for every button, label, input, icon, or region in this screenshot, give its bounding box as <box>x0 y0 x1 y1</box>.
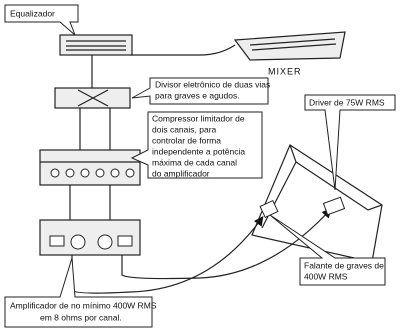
woofer-callout: Falante de graves de 400W RMS <box>269 214 386 286</box>
amplifier-callout: Amplificador de no mínimo 400W RMS em 8 … <box>4 257 157 328</box>
compressor-text: independente a potência <box>152 146 245 156</box>
compressor-unit <box>39 149 141 186</box>
compressor-text: controlar de forma <box>152 135 221 145</box>
crossover-callout: Divisor eletrônico de duas vias para gra… <box>131 77 270 105</box>
wiring <box>69 44 332 294</box>
compressor-text: dois canais, para <box>152 124 217 134</box>
amplifier-unit <box>39 219 141 256</box>
speaker-cabinet <box>251 144 383 263</box>
compressor-text: máxima de cada canal <box>152 157 237 167</box>
equalizer-unit <box>59 34 133 56</box>
equalizer-label: Equalizador <box>10 8 55 18</box>
woofer-text: 400W RMS <box>304 271 348 281</box>
compressor-text: do amplificador <box>152 168 210 178</box>
equalizer-callout: Equalizador <box>4 4 79 36</box>
mixer-label: MIXER <box>268 66 302 76</box>
amplifier-text: em 8 ohms por canal. <box>40 312 122 322</box>
woofer-text: Falante de graves de <box>304 260 384 270</box>
driver-label: Driver de 75W RMS <box>309 97 385 107</box>
compressor-callout: Compressor limitador de dois canais, par… <box>130 111 263 179</box>
mixer-unit <box>233 31 346 61</box>
amplifier-text: Amplificador de no mínimo 400W RMS <box>10 300 157 310</box>
crossover-unit <box>54 87 131 109</box>
driver-callout: Driver de 75W RMS <box>304 94 396 191</box>
compressor-text: Compressor limitador de <box>152 113 245 123</box>
crossover-text: para graves e agudos. <box>155 90 240 100</box>
crossover-text: Divisor eletrônico de duas vias <box>155 79 270 89</box>
